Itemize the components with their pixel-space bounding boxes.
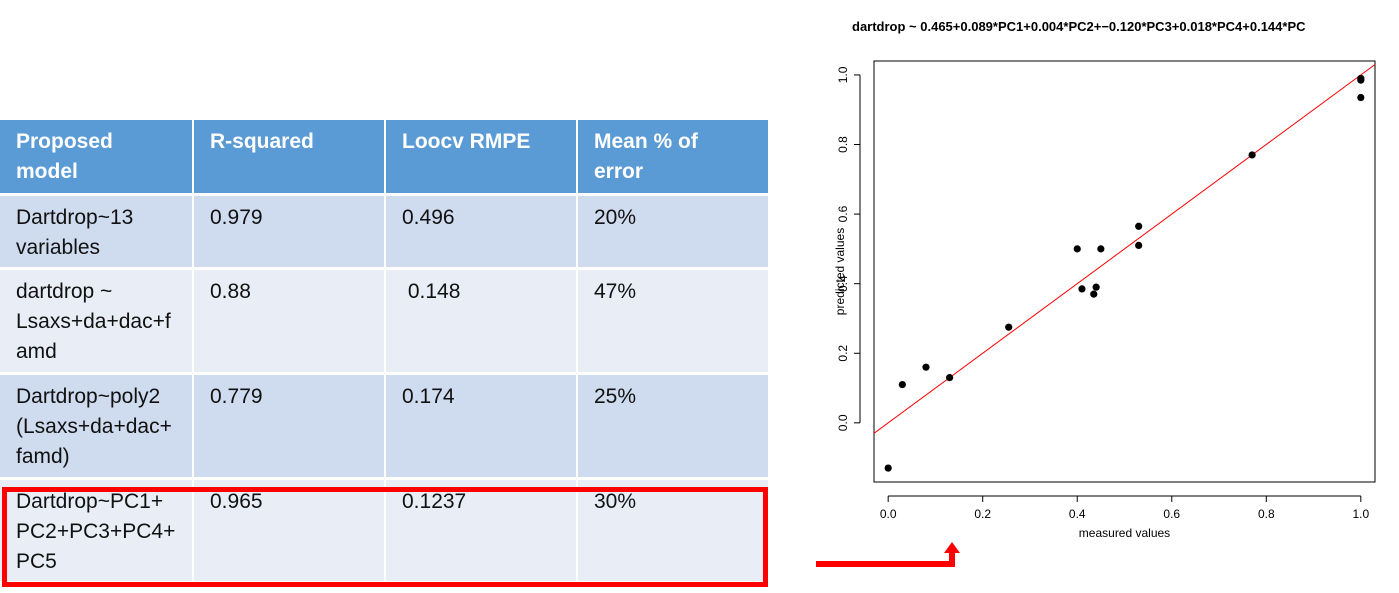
cell-line: PC5 [16, 550, 57, 573]
cell-line: amd [16, 340, 57, 363]
data-point [1092, 283, 1100, 291]
y-tick-label: 0.0 [836, 414, 850, 431]
header-mean-error: Mean % of error [578, 120, 770, 196]
table-row: dartdrop ~ Lsaxs+da+dac+f amd 0.88 0.148 4… [0, 270, 770, 375]
cell-line: variables [16, 236, 101, 259]
data-point [1135, 222, 1143, 230]
cell-r-squared: 0.965 [194, 480, 386, 584]
cell-line: PC2+PC3+PC4+ [16, 520, 176, 543]
x-tick-label: 1.0 [1352, 507, 1369, 521]
cell-mean-error: 30% [578, 480, 770, 584]
y-tick-label: 0.8 [836, 136, 850, 153]
data-point [898, 380, 906, 389]
cell-line: (Lsaxs+da+dac+ [16, 415, 172, 438]
cell-model: Dartdrop~PC1+ PC2+PC3+PC4+ PC5 [0, 480, 194, 584]
data-point [1073, 245, 1081, 253]
arrow-icon [816, 542, 960, 567]
header-line: R-squared [210, 130, 314, 153]
cell-line: Lsaxs+da+dac+f [16, 310, 171, 333]
table-row: Dartdrop~poly2 (Lsaxs+da+dac+ famd) 0.779 … [0, 375, 770, 480]
x-axis-label: measured values [1079, 526, 1170, 540]
cell-model: dartdrop ~ Lsaxs+da+dac+f amd [0, 270, 194, 375]
header-loocv-rmpe: Loocv RMPE [386, 120, 578, 196]
x-tick-label: 0.4 [1069, 507, 1086, 521]
scatter-plot: 0.0 0.2 0.4 0.6 0.8 1.0 0.0 0.2 0.4 0.6 0.8 1.0 me… [833, 60, 1376, 540]
arrow-shaft [816, 552, 955, 567]
cell-mean-error: 47% [578, 270, 770, 375]
data-point [922, 363, 930, 371]
cell-loocv-rmpe: 0.174 [386, 375, 578, 480]
data-point [1248, 151, 1256, 159]
arrow-head [944, 542, 960, 553]
x-tick-label: 0.2 [974, 507, 991, 521]
cell-r-squared: 0.88 [194, 270, 386, 375]
cell-mean-error: 20% [578, 196, 770, 270]
fit-line [873, 64, 1376, 434]
x-tick-label: 0.0 [880, 507, 897, 521]
cell-r-squared: 0.779 [194, 375, 386, 480]
cell-mean-error: 25% [578, 375, 770, 480]
header-line: Mean % of [594, 130, 698, 153]
header-line: model [16, 160, 78, 183]
data-point [1090, 290, 1098, 298]
y-axis-label: predicted values [833, 228, 847, 315]
header-line: error [594, 160, 644, 183]
y-tick-label: 1.0 [836, 66, 850, 83]
x-tick-label: 0.8 [1258, 507, 1275, 521]
table-row: Dartdrop~PC1+ PC2+PC3+PC4+ PC5 0.965 0.123… [0, 480, 770, 584]
cell-line: dartdrop ~ [16, 280, 113, 303]
cell-model: Dartdrop~13 variables [0, 196, 194, 270]
cell-line: Dartdrop~13 [16, 206, 134, 229]
data-point [884, 464, 892, 472]
data-points [884, 74, 1365, 472]
cell-line: Dartdrop~PC1+ [16, 490, 164, 513]
x-tick-label: 0.6 [1163, 507, 1180, 521]
cell-loocv-rmpe: 0.148 [386, 270, 578, 375]
model-comparison-table: Proposed model R-squared Loocv RMPE Mean … [0, 120, 770, 584]
cell-loocv-rmpe: 0.496 [386, 196, 578, 270]
data-point [1357, 93, 1365, 102]
data-point [1097, 245, 1105, 253]
cell-line: famd) [16, 445, 70, 468]
cell-loocv-rmpe: 0.1237 [386, 480, 578, 584]
y-tick-label: 0.2 [836, 345, 850, 362]
header-r-squared: R-squared [194, 120, 386, 196]
x-axis: 0.0 0.2 0.4 0.6 0.8 1.0 [880, 495, 1369, 521]
table-header-row: Proposed model R-squared Loocv RMPE Mean … [0, 120, 770, 196]
y-axis: 0.0 0.2 0.4 0.6 0.8 1.0 [836, 66, 861, 431]
table-row: Dartdrop~13 variables 0.979 0.496 20% [0, 196, 770, 270]
plot-area [873, 60, 1376, 483]
y-tick-label: 0.6 [836, 205, 850, 222]
header-line: Proposed [16, 130, 113, 153]
data-point [1005, 323, 1013, 331]
header-line: Loocv RMPE [402, 130, 531, 153]
y-tick-label: 0.4 [836, 275, 850, 292]
cell-model: Dartdrop~poly2 (Lsaxs+da+dac+ famd) [0, 375, 194, 480]
header-proposed-model: Proposed model [0, 120, 194, 196]
data-point [946, 374, 954, 382]
chart-title: dartdrop ~ 0.465+0.089*PC1+0.004*PC2+−0.… [852, 19, 1306, 34]
cell-line: Dartdrop~poly2 [16, 385, 161, 408]
cell-r-squared: 0.979 [194, 196, 386, 270]
data-point [1078, 285, 1086, 293]
data-point [1135, 241, 1143, 250]
data-point [1357, 76, 1365, 84]
